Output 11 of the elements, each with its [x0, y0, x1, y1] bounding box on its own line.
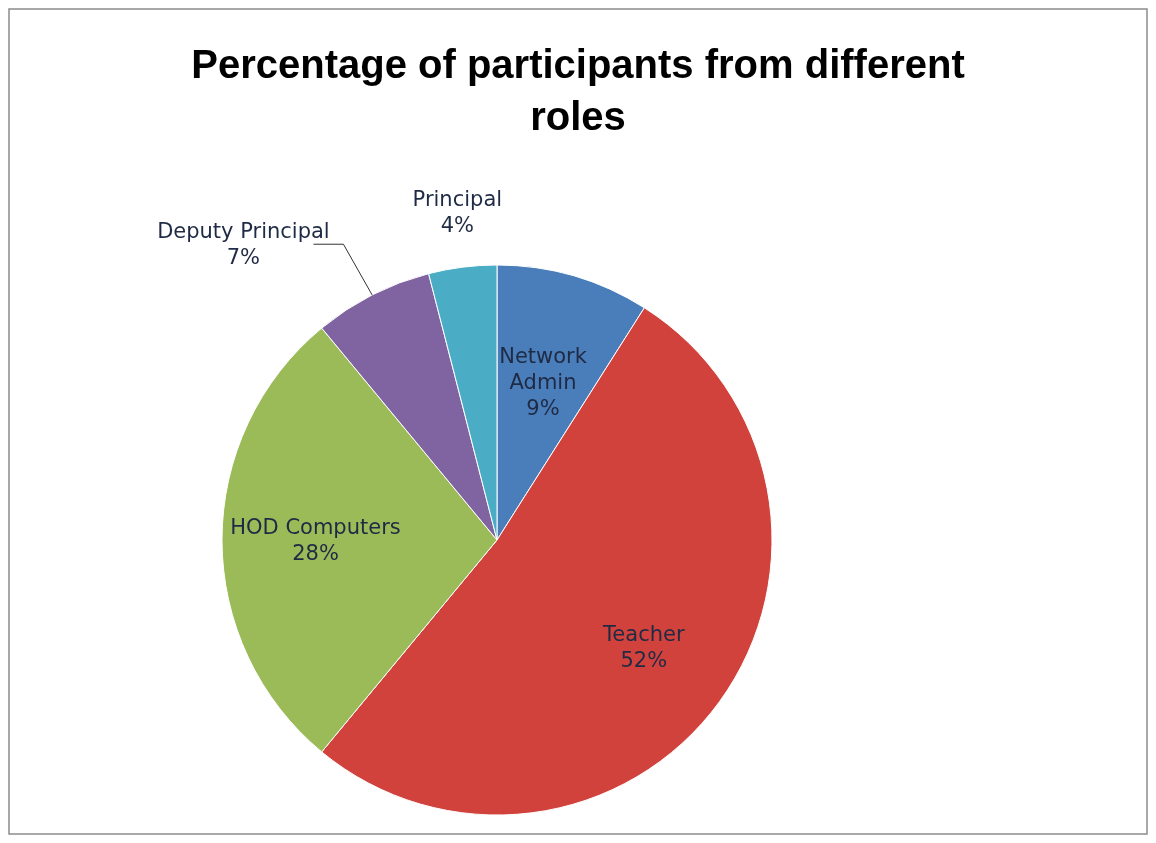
slice-label: Network Admin: [499, 343, 588, 394]
data-label: 52%: [620, 647, 668, 672]
slice-label: Deputy Principal: [157, 219, 330, 244]
slice-label: Teacher: [602, 621, 685, 646]
data-label: 4%: [440, 213, 475, 238]
data-label: 28%: [292, 541, 339, 565]
data-label: 9%: [526, 395, 560, 420]
data-label: 7%: [226, 245, 261, 270]
chart-title: Percentage of participants from different roles: [191, 42, 965, 138]
slice-label: HOD Computers: [230, 515, 401, 539]
slice-label: Principal: [412, 187, 503, 212]
